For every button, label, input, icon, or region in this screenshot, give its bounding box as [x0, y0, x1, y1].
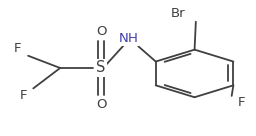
Text: Br: Br — [170, 7, 185, 20]
Text: N: N — [119, 32, 128, 45]
Text: S: S — [97, 61, 106, 75]
Text: H: H — [128, 32, 138, 45]
Text: F: F — [14, 42, 22, 55]
Text: F: F — [238, 96, 246, 109]
Text: O: O — [96, 25, 106, 38]
Text: O: O — [96, 98, 106, 111]
Text: F: F — [19, 89, 27, 102]
